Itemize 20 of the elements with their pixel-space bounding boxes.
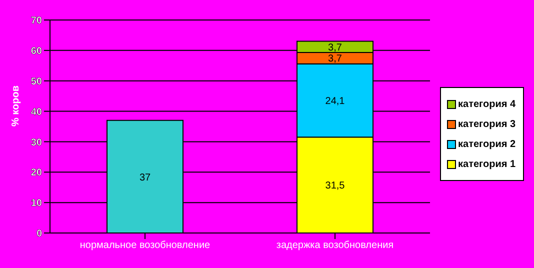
data-label: 3,7 — [328, 54, 342, 65]
data-label: 24,1 — [325, 96, 346, 108]
y-tick-label: 60 — [30, 46, 42, 57]
data-label: 31,5 — [325, 180, 346, 192]
data-label: 37 — [139, 172, 151, 184]
x-tick-label: задержка возобновления — [276, 240, 394, 252]
y-tick-label: 10 — [30, 198, 42, 210]
y-tick-label: 50 — [30, 76, 42, 88]
legend-label: категория 1 — [457, 158, 517, 172]
legend-label: категория 4 — [457, 98, 517, 112]
y-tick-label: 20 — [30, 168, 42, 179]
y-tick-label: 0 — [36, 228, 42, 240]
data-label: 3,7 — [328, 42, 342, 54]
x-tick-label: нормальное возобновление — [80, 240, 211, 252]
y-tick-label: 70 — [30, 16, 42, 27]
y-tick-label: 30 — [30, 137, 42, 148]
legend-label: категория 2 — [457, 138, 517, 152]
y-tick-label: 40 — [30, 106, 42, 118]
legend-label: категория 3 — [457, 118, 517, 132]
y-axis-title: % коров — [10, 85, 22, 126]
